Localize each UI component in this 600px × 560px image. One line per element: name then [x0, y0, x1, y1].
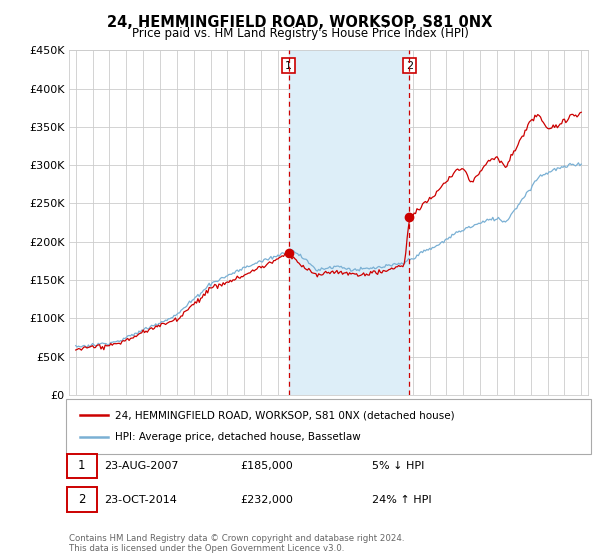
- Text: 24, HEMMINGFIELD ROAD, WORKSOP, S81 0NX: 24, HEMMINGFIELD ROAD, WORKSOP, S81 0NX: [107, 15, 493, 30]
- Text: 24% ↑ HPI: 24% ↑ HPI: [372, 494, 431, 505]
- Text: £232,000: £232,000: [240, 494, 293, 505]
- Text: 2: 2: [406, 60, 413, 71]
- Text: 23-OCT-2014: 23-OCT-2014: [104, 494, 176, 505]
- Text: £185,000: £185,000: [240, 461, 293, 471]
- Text: Contains HM Land Registry data © Crown copyright and database right 2024.
This d: Contains HM Land Registry data © Crown c…: [69, 534, 404, 553]
- Text: 23-AUG-2007: 23-AUG-2007: [104, 461, 178, 471]
- Text: 24, HEMMINGFIELD ROAD, WORKSOP, S81 0NX (detached house): 24, HEMMINGFIELD ROAD, WORKSOP, S81 0NX …: [115, 410, 455, 421]
- Text: 1: 1: [78, 459, 85, 473]
- Text: Price paid vs. HM Land Registry's House Price Index (HPI): Price paid vs. HM Land Registry's House …: [131, 27, 469, 40]
- Text: 1: 1: [285, 60, 292, 71]
- Text: 5% ↓ HPI: 5% ↓ HPI: [372, 461, 424, 471]
- Text: 2: 2: [78, 493, 85, 506]
- Bar: [289, 50, 409, 395]
- Text: HPI: Average price, detached house, Bassetlaw: HPI: Average price, detached house, Bass…: [115, 432, 361, 442]
